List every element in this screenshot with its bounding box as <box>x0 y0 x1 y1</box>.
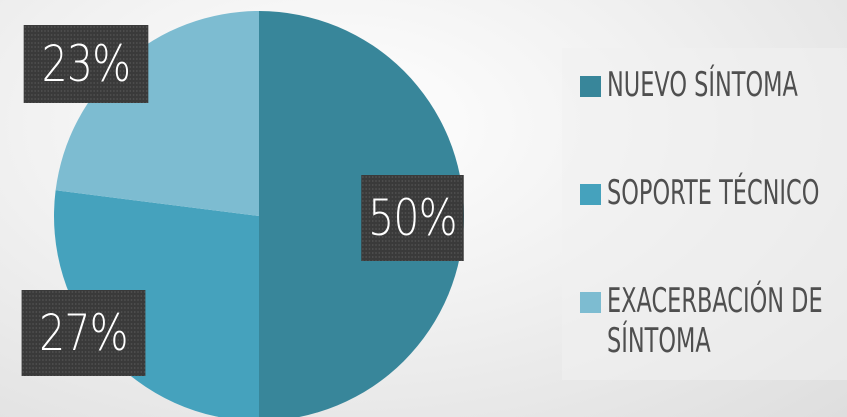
legend-label-line-1: EXACERBACIÓN DE <box>607 281 823 321</box>
legend-swatch <box>580 184 601 205</box>
data-label-soporte-tecnico: 27% <box>21 290 146 376</box>
pie-slice-exacerbacion <box>55 11 259 216</box>
legend-item-soporte-tecnico: SOPORTE TÉCNICO <box>580 173 847 213</box>
legend-label: SOPORTE TÉCNICO <box>607 173 820 213</box>
pie-slice-soporte-tecnico <box>54 190 259 417</box>
legend-label: NUEVO SÍNTOMA <box>607 65 798 105</box>
legend: NUEVO SÍNTOMA SOPORTE TÉCNICO EXACERBACI… <box>562 48 847 380</box>
legend-label-line-2: SÍNTOMA <box>607 321 711 361</box>
data-label-exacerbacion: 23% <box>23 25 149 103</box>
legend-item-exacerbacion: EXACERBACIÓN DE SÍNTOMA <box>580 281 847 361</box>
legend-item-nuevo-sintoma: NUEVO SÍNTOMA <box>580 65 847 105</box>
data-label-nuevo-sintoma: 50% <box>361 175 464 261</box>
legend-swatch <box>580 76 601 97</box>
legend-swatch <box>580 292 601 313</box>
